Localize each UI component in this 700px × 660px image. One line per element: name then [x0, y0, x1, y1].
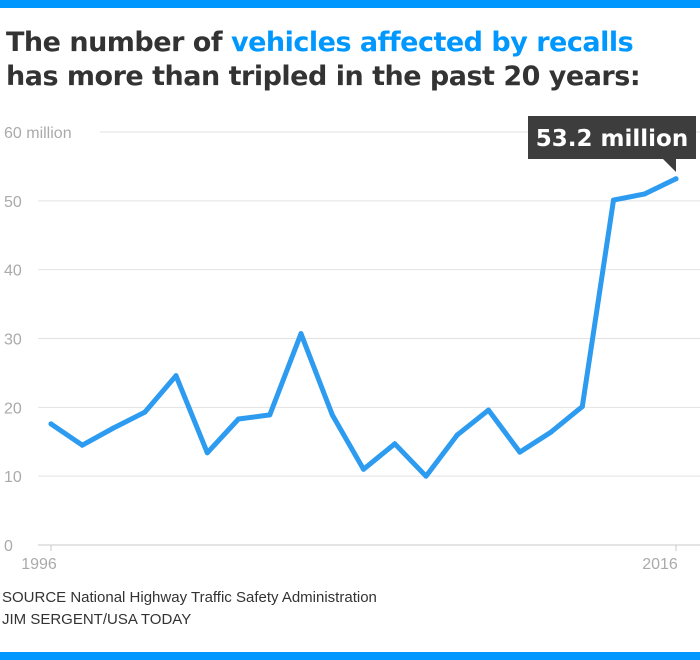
credit-note: JIM SERGENT/USA TODAY: [2, 611, 192, 628]
data-point: [454, 432, 460, 438]
value-callout: 53.2 million: [528, 116, 696, 172]
data-point: [579, 404, 585, 410]
y-tick-label: 30: [4, 332, 22, 349]
data-point: [517, 449, 523, 455]
data-point: [142, 409, 148, 415]
source-note: SOURCE National Highway Traffic Safety A…: [2, 589, 377, 606]
title-line2: has more than tripled in the past 20 yea…: [6, 61, 641, 92]
chart-title: The number of vehicles affected by recal…: [6, 26, 641, 94]
data-point: [423, 473, 429, 479]
y-tick-label: 40: [4, 263, 22, 280]
series-line: [48, 176, 679, 479]
title-part1: The number of: [6, 27, 231, 58]
data-point: [298, 331, 304, 337]
data-point: [392, 441, 398, 447]
data-point: [329, 412, 335, 418]
y-tick-label: 0: [4, 538, 13, 555]
y-tick-label: 20: [4, 400, 22, 417]
data-point: [673, 176, 679, 182]
y-tick-label: 60 million: [4, 125, 72, 142]
data-point: [48, 421, 54, 427]
data-point: [548, 429, 554, 435]
y-tick-label: 50: [4, 194, 22, 211]
top-accent-bar: [0, 0, 700, 8]
data-point: [642, 191, 648, 197]
y-tick-label: 10: [4, 469, 22, 486]
bottom-accent-bar: [0, 652, 700, 660]
data-point: [611, 197, 616, 203]
data-point: [173, 373, 179, 379]
data-point: [111, 425, 116, 431]
title-highlight: vehicles affected by recalls: [230, 27, 634, 58]
data-point: [486, 407, 491, 413]
data-point: [361, 466, 366, 472]
data-point: [204, 450, 210, 456]
x-tick-label: 1996: [21, 556, 57, 573]
data-point: [236, 416, 241, 422]
data-point: [79, 442, 85, 448]
x-tick-label: 2016: [642, 556, 678, 573]
callout-label: 53.2 million: [536, 126, 688, 152]
data-point: [267, 412, 273, 418]
